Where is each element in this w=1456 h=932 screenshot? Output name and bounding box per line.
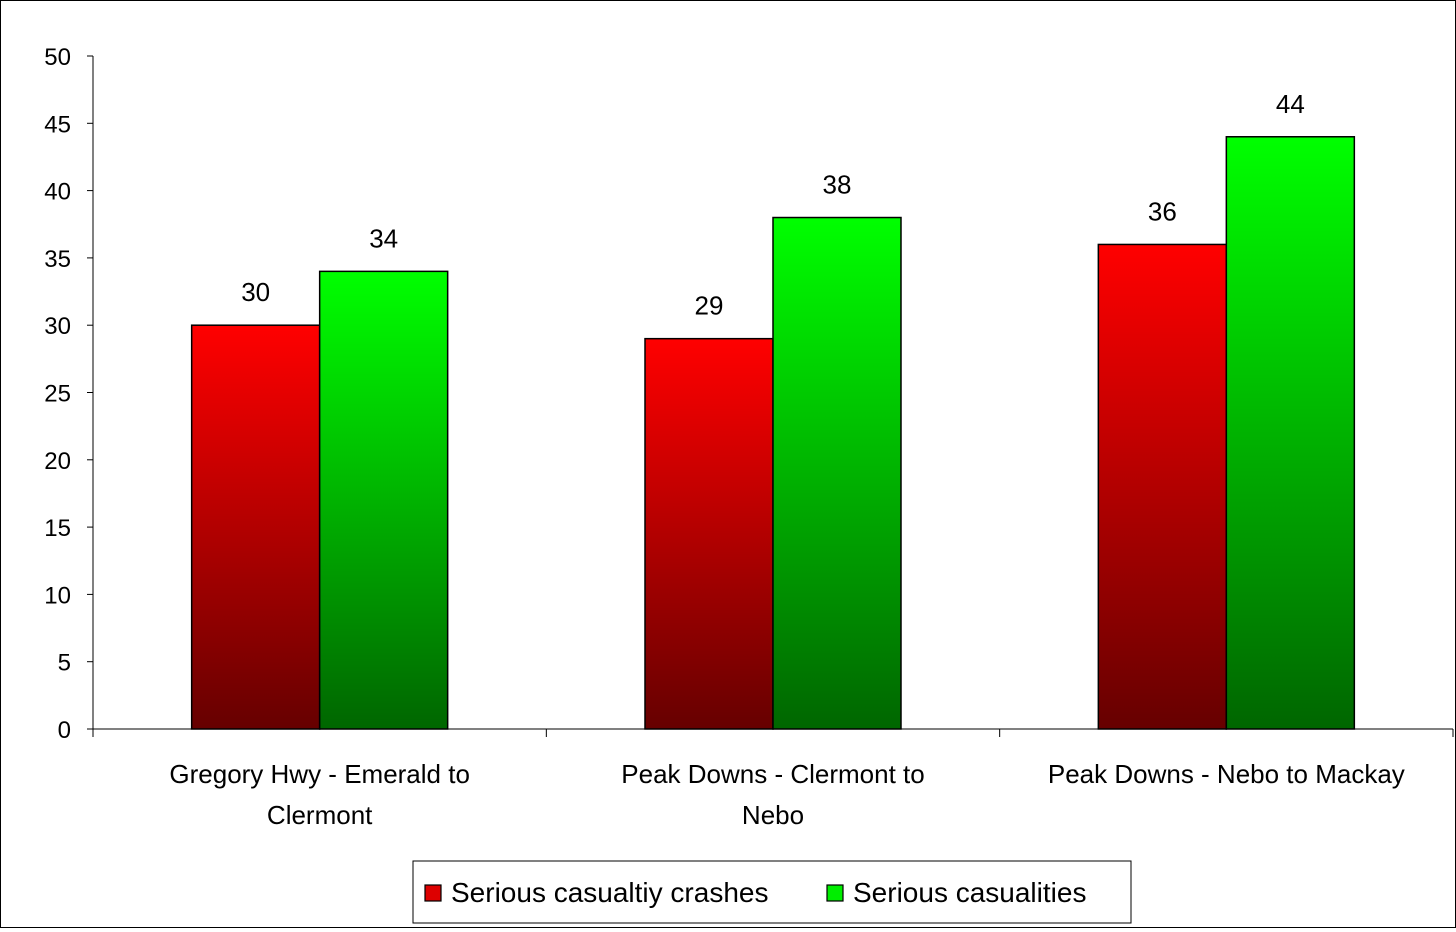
legend-box (412, 860, 1132, 924)
y-tick-label: 45 (44, 111, 71, 138)
x-category-label-line: Peak Downs - Clermont to (621, 759, 924, 789)
x-category-label-line: Gregory Hwy - Emerald to (169, 759, 470, 789)
bar (772, 216, 902, 730)
x-axis: Gregory Hwy - Emerald to Clermont Peak Dow… (92, 728, 1454, 830)
x-category-label: Gregory Hwy - Emerald to Clermont (169, 759, 470, 830)
x-category-label-line: Nebo (742, 800, 804, 830)
y-tick-label: 50 (44, 44, 71, 71)
bar (1097, 243, 1228, 730)
data-label: 44 (1276, 89, 1305, 119)
x-category-label: Peak Downs - Clermont to Nebo (621, 759, 924, 830)
legend-label: Serious casualtiy crashes (451, 877, 768, 908)
bar (1225, 136, 1356, 730)
data-label: 34 (369, 223, 398, 253)
y-tick-label: 25 (44, 381, 71, 408)
y-tick-label: 10 (44, 582, 71, 609)
bars (190, 136, 1356, 730)
y-tick-label: 5 (58, 650, 71, 677)
data-labels: 30 34 29 38 36 44 (241, 89, 1305, 321)
y-tick-label: 0 (58, 717, 71, 744)
legend-swatch (424, 884, 442, 902)
legend: Serious casualtiy crashes Serious casuali… (412, 860, 1132, 924)
bar (318, 270, 449, 730)
y-tick-label: 30 (44, 313, 71, 340)
data-label: 38 (823, 170, 852, 200)
x-category-label: Peak Downs - Nebo to Mackay (1048, 759, 1405, 789)
legend-swatch (826, 884, 844, 902)
y-axis: 0 5 10 15 20 25 30 35 40 45 50 (44, 44, 94, 744)
bar (190, 324, 321, 730)
y-tick-label: 15 (44, 515, 71, 542)
data-label: 29 (695, 291, 724, 321)
data-label: 36 (1148, 196, 1177, 226)
legend-label: Serious casualities (853, 877, 1086, 908)
x-category-label-line: Clermont (267, 800, 373, 830)
data-label: 30 (241, 277, 270, 307)
y-tick-label: 40 (44, 179, 71, 206)
y-tick-label: 35 (44, 246, 71, 273)
y-tick-label: 20 (44, 448, 71, 475)
x-category-label-line: Peak Downs - Nebo to Mackay (1048, 759, 1405, 789)
bar (644, 337, 774, 730)
